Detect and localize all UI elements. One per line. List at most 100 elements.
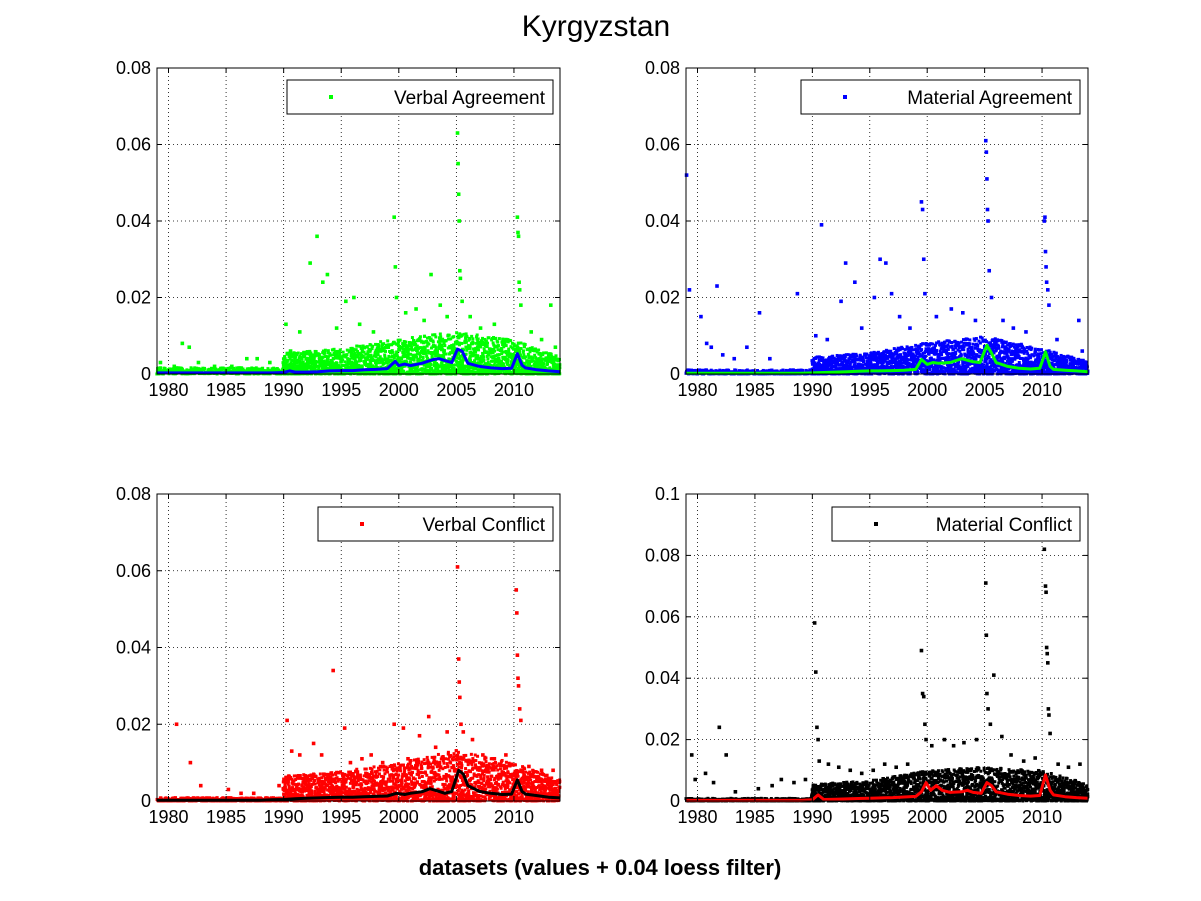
data-point — [159, 369, 163, 373]
data-point — [967, 355, 971, 359]
data-point — [939, 367, 943, 371]
data-point — [406, 352, 410, 356]
data-point — [305, 368, 309, 372]
data-point — [439, 354, 443, 358]
data-point — [928, 368, 932, 372]
data-point — [973, 346, 977, 350]
data-point — [996, 368, 1000, 372]
data-point — [976, 343, 980, 347]
data-point — [438, 332, 442, 336]
data-point — [423, 334, 427, 338]
data-point — [310, 354, 314, 358]
data-point — [517, 288, 522, 292]
data-point — [970, 368, 974, 372]
data-point — [347, 357, 351, 361]
data-point — [308, 349, 312, 353]
data-point — [328, 352, 332, 356]
data-point — [387, 345, 391, 349]
data-point — [288, 349, 293, 353]
data-point — [752, 369, 756, 373]
data-point — [512, 344, 516, 348]
data-point — [324, 354, 328, 358]
data-point — [936, 363, 940, 367]
data-point — [519, 341, 523, 345]
data-point — [966, 364, 970, 368]
data-point — [308, 261, 312, 265]
data-point — [420, 348, 424, 352]
data-point — [899, 353, 903, 357]
data-point — [844, 353, 848, 357]
data-point — [547, 357, 551, 361]
data-point — [538, 351, 542, 355]
data-point — [992, 365, 996, 369]
data-point — [469, 371, 473, 375]
data-point — [373, 352, 377, 356]
data-point — [929, 365, 933, 369]
data-point — [495, 371, 499, 375]
data-point — [458, 268, 462, 273]
data-point — [355, 344, 359, 348]
data-point — [350, 356, 354, 360]
data-point — [232, 366, 236, 370]
data-point — [435, 350, 439, 354]
data-point — [377, 361, 381, 365]
data-point — [431, 340, 435, 344]
data-point — [472, 360, 476, 364]
data-point — [997, 344, 1001, 348]
data-point — [1002, 340, 1006, 344]
data-point — [386, 339, 390, 343]
data-point — [467, 337, 471, 341]
data-point — [447, 333, 451, 337]
data-point — [968, 338, 972, 342]
data-point — [346, 357, 350, 361]
data-point — [428, 361, 432, 365]
data-point — [974, 337, 978, 341]
data-point — [859, 356, 863, 360]
data-point — [519, 347, 523, 351]
data-point — [981, 363, 985, 367]
data-point — [898, 363, 902, 367]
data-point — [504, 337, 508, 342]
data-point — [915, 352, 919, 356]
data-point — [378, 355, 382, 359]
data-point — [306, 361, 310, 365]
data-point — [902, 355, 906, 359]
data-point — [312, 358, 316, 362]
data-point — [995, 346, 999, 350]
data-point — [907, 349, 911, 353]
data-point — [897, 359, 901, 363]
data-point — [345, 348, 349, 352]
data-point — [887, 350, 891, 354]
data-point — [956, 348, 960, 352]
data-point — [1004, 340, 1008, 344]
data-point — [481, 353, 485, 357]
data-point — [241, 367, 245, 371]
data-point — [934, 352, 938, 356]
data-point — [390, 349, 394, 353]
data-point — [322, 359, 326, 363]
data-point — [400, 371, 404, 375]
data-point — [935, 358, 939, 362]
data-point — [545, 367, 549, 371]
data-point — [1001, 341, 1005, 345]
data-point — [958, 349, 962, 353]
data-point — [343, 360, 347, 364]
data-point — [505, 369, 509, 373]
data-point — [537, 348, 541, 352]
data-point — [902, 365, 906, 369]
data-point — [1000, 339, 1004, 343]
data-point — [960, 340, 964, 344]
data-point — [876, 362, 880, 366]
data-point — [993, 340, 997, 344]
data-point — [831, 356, 835, 360]
data-point — [507, 347, 511, 351]
data-point — [455, 368, 459, 372]
data-point — [516, 230, 520, 235]
data-point — [925, 359, 929, 363]
data-point — [1003, 345, 1007, 349]
data-point — [468, 359, 472, 363]
data-point — [876, 350, 880, 354]
data-point — [383, 353, 387, 357]
data-point — [489, 351, 493, 355]
data-point — [398, 338, 402, 342]
